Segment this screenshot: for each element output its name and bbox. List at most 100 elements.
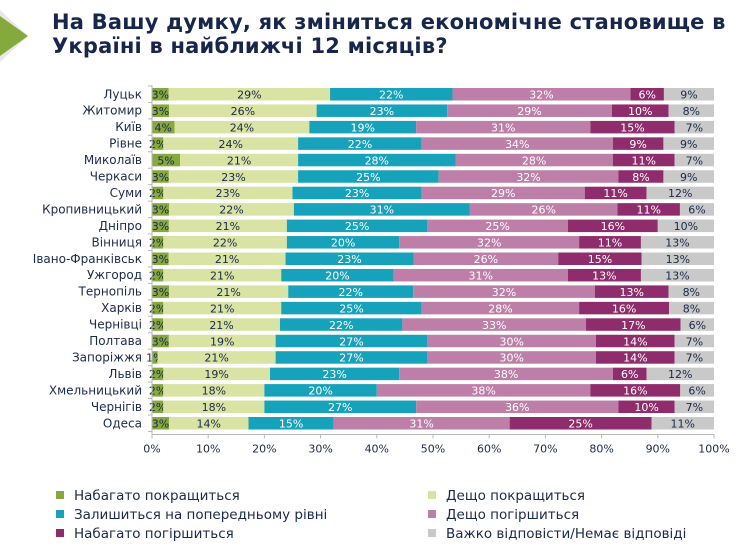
bar-segment [674,400,714,414]
bar-segment [264,384,377,397]
bar-segment [646,367,714,381]
category-label: Полтава [89,334,142,348]
bar-segment [169,203,294,216]
legend-label: Набагато погіршиться [74,526,234,542]
data-label: 25% [339,302,363,315]
legend-label: Залишиться на попередньому рівні [74,507,328,523]
data-label: 21% [227,154,251,167]
bar-segment [427,334,596,348]
data-label: 26% [231,105,255,118]
data-label: 21% [215,253,239,266]
bar-segment [567,219,658,233]
data-label: 22% [329,319,353,332]
bar-segment [376,384,591,397]
bar-segment [674,351,714,364]
bar-segment [641,252,714,265]
legend-item-much-better: Набагато покращиться [56,488,240,504]
bar-segment [427,351,596,364]
category-label: Харків [101,301,142,315]
legend-swatch [56,510,64,518]
x-tick-label: 0% [143,442,160,455]
bar-segment [333,417,510,430]
bar-segment [163,367,271,381]
bar-segment [413,285,595,298]
data-label: 32% [477,237,501,250]
data-label: 2% [149,237,166,250]
bar-segment [285,252,414,265]
bar-segment [163,186,293,200]
bar-segment [281,268,394,282]
data-label: 7% [686,352,703,365]
data-label: 20% [308,385,332,398]
bar-segment [180,153,299,167]
category-label: Дніпро [99,219,142,233]
bar-segment [579,236,641,249]
bar-segment [612,153,675,167]
bar-segment [680,384,714,397]
bar-segment [579,301,670,315]
data-label: 29% [517,105,541,118]
data-label: 31% [409,418,433,431]
data-label: 13% [592,269,616,282]
bar-segment [152,351,158,364]
data-label: 13% [619,286,643,299]
slide-title-line-2: Україні в найближчі 12 місяців? [52,34,448,58]
bar-segment [617,203,680,216]
data-label: 36% [505,401,529,414]
bar-segment [651,417,714,430]
bar-segment [168,334,276,348]
category-label: Чернігів [91,400,142,414]
category-label: Миколаїв [84,153,142,167]
legend-swatch [56,529,64,537]
data-label: 6% [688,385,705,398]
bar-segment [168,252,286,265]
category-label: Луцьк [103,87,142,101]
data-label: 7% [686,335,703,348]
bar-segment [152,268,164,282]
bar-segment [152,219,169,233]
data-label: 7% [686,121,703,134]
bar-segment [275,334,428,348]
bar-segment [281,301,422,315]
data-label: 22% [219,204,243,217]
bar-segment [427,219,568,233]
data-label: 30% [499,352,523,365]
x-tick-label: 60% [477,442,501,455]
bar-segment [399,367,613,381]
data-label: 15% [279,418,303,431]
bar-segment [469,203,618,216]
data-label: 13% [665,269,689,282]
bar-segment [594,285,669,298]
bar-segment [668,104,714,117]
bar-segment [152,334,169,348]
data-label: 28% [488,302,512,315]
bar-segment [152,417,170,430]
bar-segment [663,170,714,183]
data-label: 22% [348,138,372,151]
bar-segment [286,219,428,233]
bar-segment [416,400,619,414]
bar-segment [663,137,714,150]
data-label: 3% [152,286,169,299]
data-label: 21% [216,220,240,233]
bar-segment [163,301,282,315]
data-label: 32% [492,286,516,299]
bar-segment [558,252,642,265]
bar-segment [640,268,714,282]
data-label: 15% [588,253,612,266]
data-label: 24% [230,121,254,134]
bar-segment [618,400,675,414]
bar-segment [421,137,613,150]
bar-segment [402,318,587,331]
x-tick-label: 100% [698,442,729,455]
bar-segment [169,417,249,430]
data-label: 9% [680,89,697,102]
bar-segment [668,285,714,298]
title-arrow-icon [0,16,28,56]
data-label: 21% [216,286,240,299]
data-label: 29% [491,187,515,200]
data-label: 4% [155,121,172,134]
legend-item-somewhat-better: Дещо покращиться [428,488,585,504]
data-label: 20% [325,269,349,282]
category-label: Івано-Франківськ [33,252,142,266]
